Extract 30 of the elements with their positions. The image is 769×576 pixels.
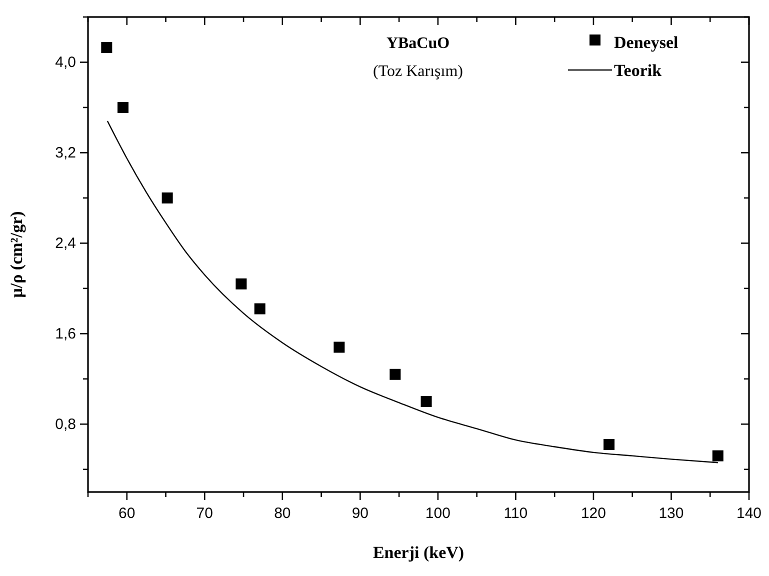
point [117,102,128,113]
y-tick-label: 0,8 [55,416,76,434]
x-tick-label: 110 [504,505,528,522]
point [254,303,266,314]
x-tick-label: 90 [352,505,369,522]
y-tick-label: 3,2 [55,144,76,162]
x-tick-label: 120 [580,505,606,522]
x-axis-title: Enerji (keV) [372,543,464,562]
y-tick-label: 1,6 [55,326,76,343]
x-tick-label: 100 [425,505,450,522]
legend-label: Teorik [614,61,662,80]
point [390,368,401,380]
text: YBaCuO [386,35,450,52]
point [236,278,247,290]
x-tick-label: 70 [196,505,213,522]
y-tick-label: 2,4 [55,235,76,252]
text: (Toz Karışım) [373,63,463,80]
point [420,396,432,408]
y-axis-title: μ/ρ (cm²/gr) [7,211,26,298]
point [162,192,173,204]
x-tick-label: 80 [274,505,291,522]
x-tick-label: 130 [658,505,684,522]
point [101,42,112,54]
y-tick-label: 4,0 [55,54,76,72]
point [604,439,615,450]
legend-label: Deneysel [614,33,678,52]
x-tick-label: 60 [118,505,136,522]
x-tick-label: 140 [736,505,762,522]
point [334,342,345,353]
point [712,450,724,462]
